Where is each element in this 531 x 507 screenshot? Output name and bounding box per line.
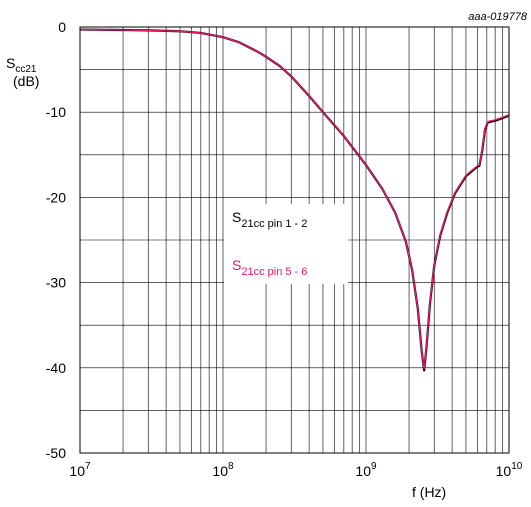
y-tick-label: -50 bbox=[46, 445, 66, 461]
plot-frame bbox=[79, 26, 510, 454]
x-tick-exponent: 8 bbox=[228, 461, 234, 472]
x-tick-base: 10 bbox=[355, 463, 371, 479]
x-tick-base: 10 bbox=[69, 463, 85, 479]
x-tick-label: 109 bbox=[355, 461, 377, 479]
y-tick-label: -10 bbox=[46, 104, 66, 120]
legend-entry-pin-5-6-sub: 21cc pin 5 - 6 bbox=[241, 266, 307, 278]
y-tick-label: -30 bbox=[46, 275, 66, 291]
figure-identifier: aaa-019778 bbox=[468, 11, 528, 23]
x-tick-base: 10 bbox=[212, 463, 228, 479]
x-tick-exponent: 9 bbox=[371, 461, 377, 472]
legend-entry-pin-1-2-sub: 21cc pin 1 - 2 bbox=[241, 218, 307, 230]
legend-entry-pin-5-6-main: S bbox=[232, 257, 241, 273]
y-axis-label-main: S bbox=[6, 55, 15, 71]
x-tick-label: 108 bbox=[212, 461, 234, 479]
x-tick-exponent: 10 bbox=[511, 461, 523, 472]
series-group bbox=[79, 28, 510, 372]
y-tick-labels: 0 -10 -20 -30 -40 -50 bbox=[46, 19, 66, 461]
y-axis-label: Scc21 bbox=[6, 55, 37, 75]
legend-entry-pin-5-6: S21cc pin 5 - 6 bbox=[232, 257, 307, 278]
y-tick-label: 0 bbox=[58, 19, 66, 35]
x-tick-label: 1010 bbox=[496, 461, 523, 479]
x-tick-exponent: 7 bbox=[85, 461, 91, 472]
y-tick-label: -20 bbox=[46, 189, 66, 205]
x-axis-label: f (Hz) bbox=[412, 484, 446, 500]
series-line-pin-5-6 bbox=[79, 28, 510, 370]
y-tick-label: -40 bbox=[46, 360, 66, 376]
x-tick-base: 10 bbox=[496, 463, 512, 479]
y-axis-unit: (dB) bbox=[13, 73, 39, 89]
legend-background bbox=[224, 204, 348, 284]
legend-entry-pin-1-2-main: S bbox=[232, 209, 241, 225]
x-tick-labels: 107 108 109 1010 bbox=[69, 461, 522, 479]
y-axis-label-sub: cc21 bbox=[15, 64, 37, 75]
legend-entry-pin-1-2: S21cc pin 1 - 2 bbox=[232, 209, 307, 230]
x-tick-label: 107 bbox=[69, 461, 91, 479]
